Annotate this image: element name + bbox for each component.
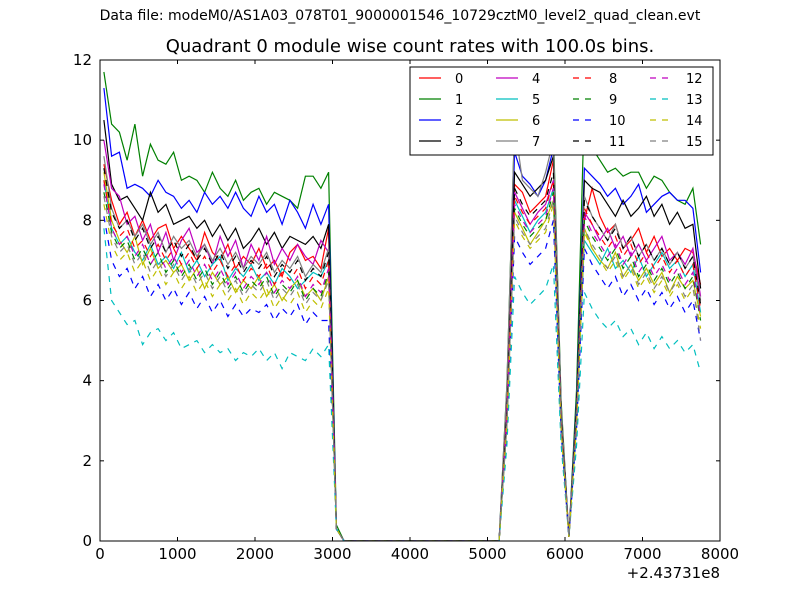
- series-line-11: [103, 168, 702, 541]
- x-tick-label: 1000: [158, 545, 196, 563]
- y-tick-label: 4: [82, 372, 92, 390]
- y-tick-label: 0: [82, 532, 92, 550]
- legend-label-13: 13: [686, 93, 703, 108]
- series-line-9: [103, 192, 702, 541]
- series-line-15: [103, 196, 702, 541]
- legend-label-12: 12: [686, 72, 703, 87]
- y-tick-label: 6: [82, 292, 92, 310]
- legend-label-8: 8: [609, 72, 617, 87]
- x-tick-label: 3000: [313, 545, 351, 563]
- x-tick-label: 4000: [391, 545, 429, 563]
- series-line-7: [103, 124, 702, 541]
- series-line-2: [103, 88, 702, 541]
- x-tick-label: 8000: [701, 545, 739, 563]
- legend-label-11: 11: [609, 135, 626, 150]
- legend-label-7: 7: [532, 135, 540, 150]
- legend-label-1: 1: [455, 93, 463, 108]
- chart-title: Quadrant 0 module wise count rates with …: [165, 36, 655, 57]
- x-tick-label: 6000: [546, 545, 584, 563]
- series-line-0: [103, 160, 702, 541]
- series-line-6: [103, 172, 702, 541]
- series-line-12: [103, 184, 702, 541]
- y-tick-label: 12: [73, 51, 92, 69]
- legend-label-2: 2: [455, 114, 463, 129]
- series-line-13: [103, 228, 702, 541]
- legend-label-5: 5: [532, 93, 540, 108]
- axes: 0 1000 2000 3000 4000 5000 6000 7000 80000246810…: [73, 51, 739, 563]
- y-tick-label: 10: [73, 131, 92, 149]
- x-tick-label: 0: [95, 545, 105, 563]
- legend-label-6: 6: [532, 114, 540, 129]
- series-line-4: [103, 140, 702, 541]
- legend-label-14: 14: [686, 114, 703, 129]
- series-line-3: [103, 120, 702, 541]
- x-tick-label: 7000: [623, 545, 661, 563]
- x-offset-label: +2.43731e8: [627, 564, 720, 582]
- legend-label-15: 15: [686, 135, 703, 150]
- x-tick-label: 2000: [236, 545, 274, 563]
- legend-label-9: 9: [609, 93, 617, 108]
- series-line-1: [103, 71, 702, 541]
- series-line-8: [103, 180, 702, 541]
- legend-label-4: 4: [532, 72, 540, 87]
- y-tick-label: 2: [82, 452, 92, 470]
- y-tick-label: 8: [82, 211, 92, 229]
- x-tick-label: 5000: [468, 545, 506, 563]
- figure-suptitle: Data file: modeM0/AS1A03_078T01_90000015…: [99, 8, 701, 24]
- legend-box: [409, 66, 714, 156]
- legend-label-3: 3: [455, 135, 463, 150]
- plot-area: [103, 71, 702, 541]
- legend-label-0: 0: [455, 72, 463, 87]
- legend-label-10: 10: [609, 114, 626, 129]
